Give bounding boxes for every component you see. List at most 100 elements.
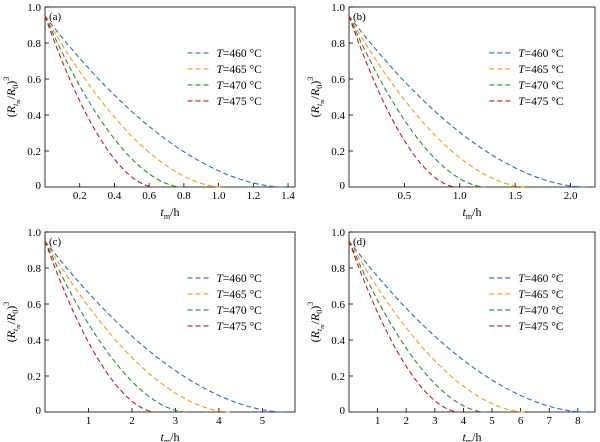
x-tick-label: 1 bbox=[375, 415, 381, 427]
legend-label-4: T=475 °C bbox=[518, 321, 564, 333]
series-line-1 bbox=[44, 240, 285, 413]
series-line-1 bbox=[44, 15, 283, 188]
series-line-4 bbox=[348, 240, 460, 413]
y-tick-label: 0.6 bbox=[331, 74, 345, 86]
y-tick-label: 0.6 bbox=[27, 299, 41, 311]
x-tick-label: 3 bbox=[432, 415, 438, 427]
y-axis-label: (Rtm/R0)3 bbox=[306, 302, 326, 343]
legend-label-4: T=475 °C bbox=[518, 96, 564, 108]
series-line-1 bbox=[348, 240, 586, 413]
x-tick-label: 1.0 bbox=[453, 190, 467, 202]
y-axis-label: (Rtm/R0)3 bbox=[2, 302, 22, 343]
x-tick-label: 0.5 bbox=[398, 190, 412, 202]
plot-frame bbox=[348, 6, 596, 188]
x-axis-label: tm/h bbox=[463, 430, 482, 442]
y-tick-label: 0.8 bbox=[27, 263, 41, 275]
legend-label-3: T=470 °C bbox=[217, 80, 263, 92]
series-line-2 bbox=[44, 240, 230, 413]
x-tick-label: 0.4 bbox=[108, 190, 122, 202]
y-tick-label: 0.2 bbox=[27, 371, 41, 383]
y-tick-label: 1.0 bbox=[331, 227, 345, 239]
legend-label-3: T=470 °C bbox=[217, 305, 263, 317]
x-tick-label: 1.4 bbox=[281, 190, 295, 202]
x-axis-label: tm/h bbox=[463, 205, 482, 221]
plot-frame bbox=[348, 231, 596, 413]
legend-label-2: T=465 °C bbox=[518, 64, 564, 76]
y-tick-label: 1.0 bbox=[27, 227, 41, 239]
origin-label: 0 bbox=[340, 405, 346, 417]
panel-label: (d) bbox=[353, 236, 366, 248]
legend-label-4: T=475 °C bbox=[217, 96, 263, 108]
y-tick-label: 1.0 bbox=[27, 2, 41, 14]
y-axis-label: (Rtm/R0)3 bbox=[2, 77, 22, 118]
panel-label: (c) bbox=[49, 236, 62, 248]
x-tick-label: 5 bbox=[260, 415, 266, 427]
series-line-4 bbox=[44, 15, 155, 188]
x-tick-label: 4 bbox=[461, 415, 467, 427]
x-tick-label: 0.8 bbox=[177, 190, 191, 202]
x-tick-label: 4 bbox=[216, 415, 222, 427]
series-line-3 bbox=[44, 240, 187, 413]
y-tick-label: 0.8 bbox=[331, 263, 345, 275]
legend-label-1: T=460 °C bbox=[217, 273, 263, 285]
series-line-4 bbox=[44, 240, 156, 413]
panel-1: 0.2 0.4 0.6 0.8 1.0 1.2 1.4 0.2 0.4 0.6 0.8 1.0 0 (a)… bbox=[2, 2, 295, 221]
series-line-3 bbox=[348, 15, 486, 188]
x-tick-label: 1.5 bbox=[508, 190, 522, 202]
x-tick-label: 0.6 bbox=[142, 190, 156, 202]
plot-frame bbox=[44, 231, 296, 413]
x-tick-label: 5 bbox=[489, 415, 495, 427]
legend-label-3: T=470 °C bbox=[518, 80, 564, 92]
legend-label-1: T=460 °C bbox=[518, 48, 564, 60]
plot-frame bbox=[44, 6, 296, 188]
series-line-3 bbox=[348, 240, 485, 413]
y-tick-label: 0.4 bbox=[27, 335, 41, 347]
legend-label-1: T=460 °C bbox=[518, 273, 564, 285]
panel-3: 1 2 3 4 5 0.2 0.4 0.6 0.8 1.0 0 (c) T=460 °C T=465 °C… bbox=[2, 227, 296, 442]
panel-2: 0.5 1.0 1.5 2.0 0.2 0.4 0.6 0.8 1.0 0 (b) T=460 °C T… bbox=[306, 2, 596, 221]
y-tick-label: 1.0 bbox=[331, 2, 345, 14]
legend-label-2: T=465 °C bbox=[217, 64, 263, 76]
panel-label: (a) bbox=[49, 11, 62, 23]
y-axis-label: (Rtm/R0)3 bbox=[306, 77, 326, 118]
legend-label-3: T=470 °C bbox=[518, 305, 564, 317]
panel-4: 1 2 3 4 5 6 7 8 0.2 0.4 0.6 0.8 1.0 0 (d) T=460 °C T=465… bbox=[306, 227, 596, 442]
legend-label-2: T=465 °C bbox=[217, 289, 263, 301]
y-tick-label: 0.6 bbox=[331, 299, 345, 311]
x-tick-label: 2.0 bbox=[564, 190, 578, 202]
series-line-3 bbox=[44, 15, 183, 188]
x-tick-label: 1.2 bbox=[246, 190, 260, 202]
legend-label-1: T=460 °C bbox=[217, 48, 263, 60]
origin-label: 0 bbox=[36, 405, 42, 417]
origin-label: 0 bbox=[340, 180, 346, 192]
x-tick-label: 1 bbox=[86, 415, 92, 427]
y-tick-label: 0.2 bbox=[331, 371, 345, 383]
legend-label-4: T=475 °C bbox=[217, 321, 263, 333]
y-tick-label: 0.4 bbox=[27, 110, 41, 122]
y-tick-label: 0.6 bbox=[27, 74, 41, 86]
x-axis-label: tm/h bbox=[161, 205, 180, 221]
x-tick-label: 7 bbox=[546, 415, 552, 427]
x-tick-label: 0.2 bbox=[73, 190, 87, 202]
y-tick-label: 0.8 bbox=[27, 38, 41, 50]
y-tick-label: 0.4 bbox=[331, 110, 345, 122]
legend-label-2: T=465 °C bbox=[518, 289, 564, 301]
series-line-2 bbox=[44, 15, 223, 188]
panel-label: (b) bbox=[353, 11, 366, 23]
x-tick-label: 2 bbox=[129, 415, 135, 427]
y-tick-label: 0.4 bbox=[331, 335, 345, 347]
series-line-1 bbox=[348, 15, 586, 188]
x-tick-label: 6 bbox=[518, 415, 524, 427]
series-line-2 bbox=[348, 240, 525, 413]
y-tick-label: 0.2 bbox=[331, 146, 345, 158]
x-tick-label: 2 bbox=[403, 415, 409, 427]
y-tick-label: 0.2 bbox=[27, 146, 41, 158]
x-tick-label: 3 bbox=[173, 415, 179, 427]
series-line-2 bbox=[348, 15, 527, 188]
x-tick-label: 8 bbox=[575, 415, 581, 427]
origin-label: 0 bbox=[36, 180, 42, 192]
y-tick-label: 0.8 bbox=[331, 38, 345, 50]
x-tick-label: 1.0 bbox=[212, 190, 226, 202]
x-axis-label: tm/h bbox=[161, 430, 180, 442]
